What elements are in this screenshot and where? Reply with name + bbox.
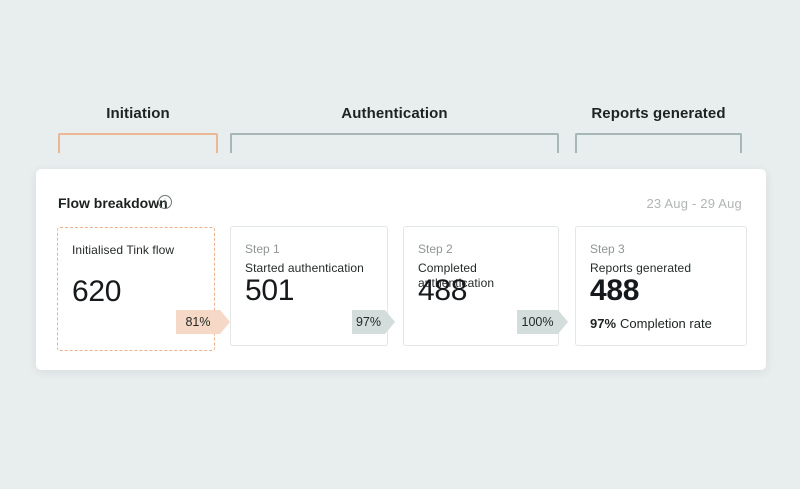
completion-rate: 97% Completion rate <box>590 316 712 331</box>
step-label: Step 3 <box>590 242 625 256</box>
metric-card-initialised-tink-flow: Initialised Tink flow 620 <box>57 227 215 351</box>
card-value: 488 <box>590 274 640 307</box>
metric-card-completed-authentication: Step 2 Completed authentication 488 <box>403 226 559 346</box>
funnel-stage-bracket-initiation <box>58 133 218 153</box>
metric-card-reports-generated: Step 3 Reports generated 488 97% Completi… <box>575 226 747 346</box>
conversion-badge-step2: 100% <box>517 310 568 334</box>
flow-breakdown-panel: Flow breakdown i 23 Aug - 29 Aug Initial… <box>36 169 766 370</box>
funnel-stage-label-initiation: Initiation <box>106 105 170 122</box>
card-value: 620 <box>72 275 122 308</box>
date-range: 23 Aug - 29 Aug <box>646 196 742 211</box>
info-icon[interactable]: i <box>158 195 172 209</box>
completion-rate-value: 97% <box>590 316 617 331</box>
step-label: Step 1 <box>245 242 280 256</box>
conversion-badge-initiation: 81% <box>176 310 230 334</box>
conversion-badge-step1: 97% <box>352 310 395 334</box>
step-label: Step 2 <box>418 242 453 256</box>
card-title: Started authentication <box>245 261 364 275</box>
funnel-stage-label-authentication: Authentication <box>341 105 448 122</box>
completion-rate-label: Completion rate <box>620 316 712 331</box>
card-title: Reports generated <box>590 261 692 275</box>
card-value: 501 <box>245 274 295 307</box>
funnel-stage-label-reports-generated: Reports generated <box>591 105 726 122</box>
card-title: Completed authentication <box>418 261 495 290</box>
funnel-stage-bracket-authentication <box>230 133 559 153</box>
card-value: 488 <box>418 274 468 307</box>
funnel-stage-bracket-reports-generated <box>575 133 742 153</box>
card-title: Initialised Tink flow <box>72 243 175 257</box>
panel-title: Flow breakdown <box>58 195 168 211</box>
